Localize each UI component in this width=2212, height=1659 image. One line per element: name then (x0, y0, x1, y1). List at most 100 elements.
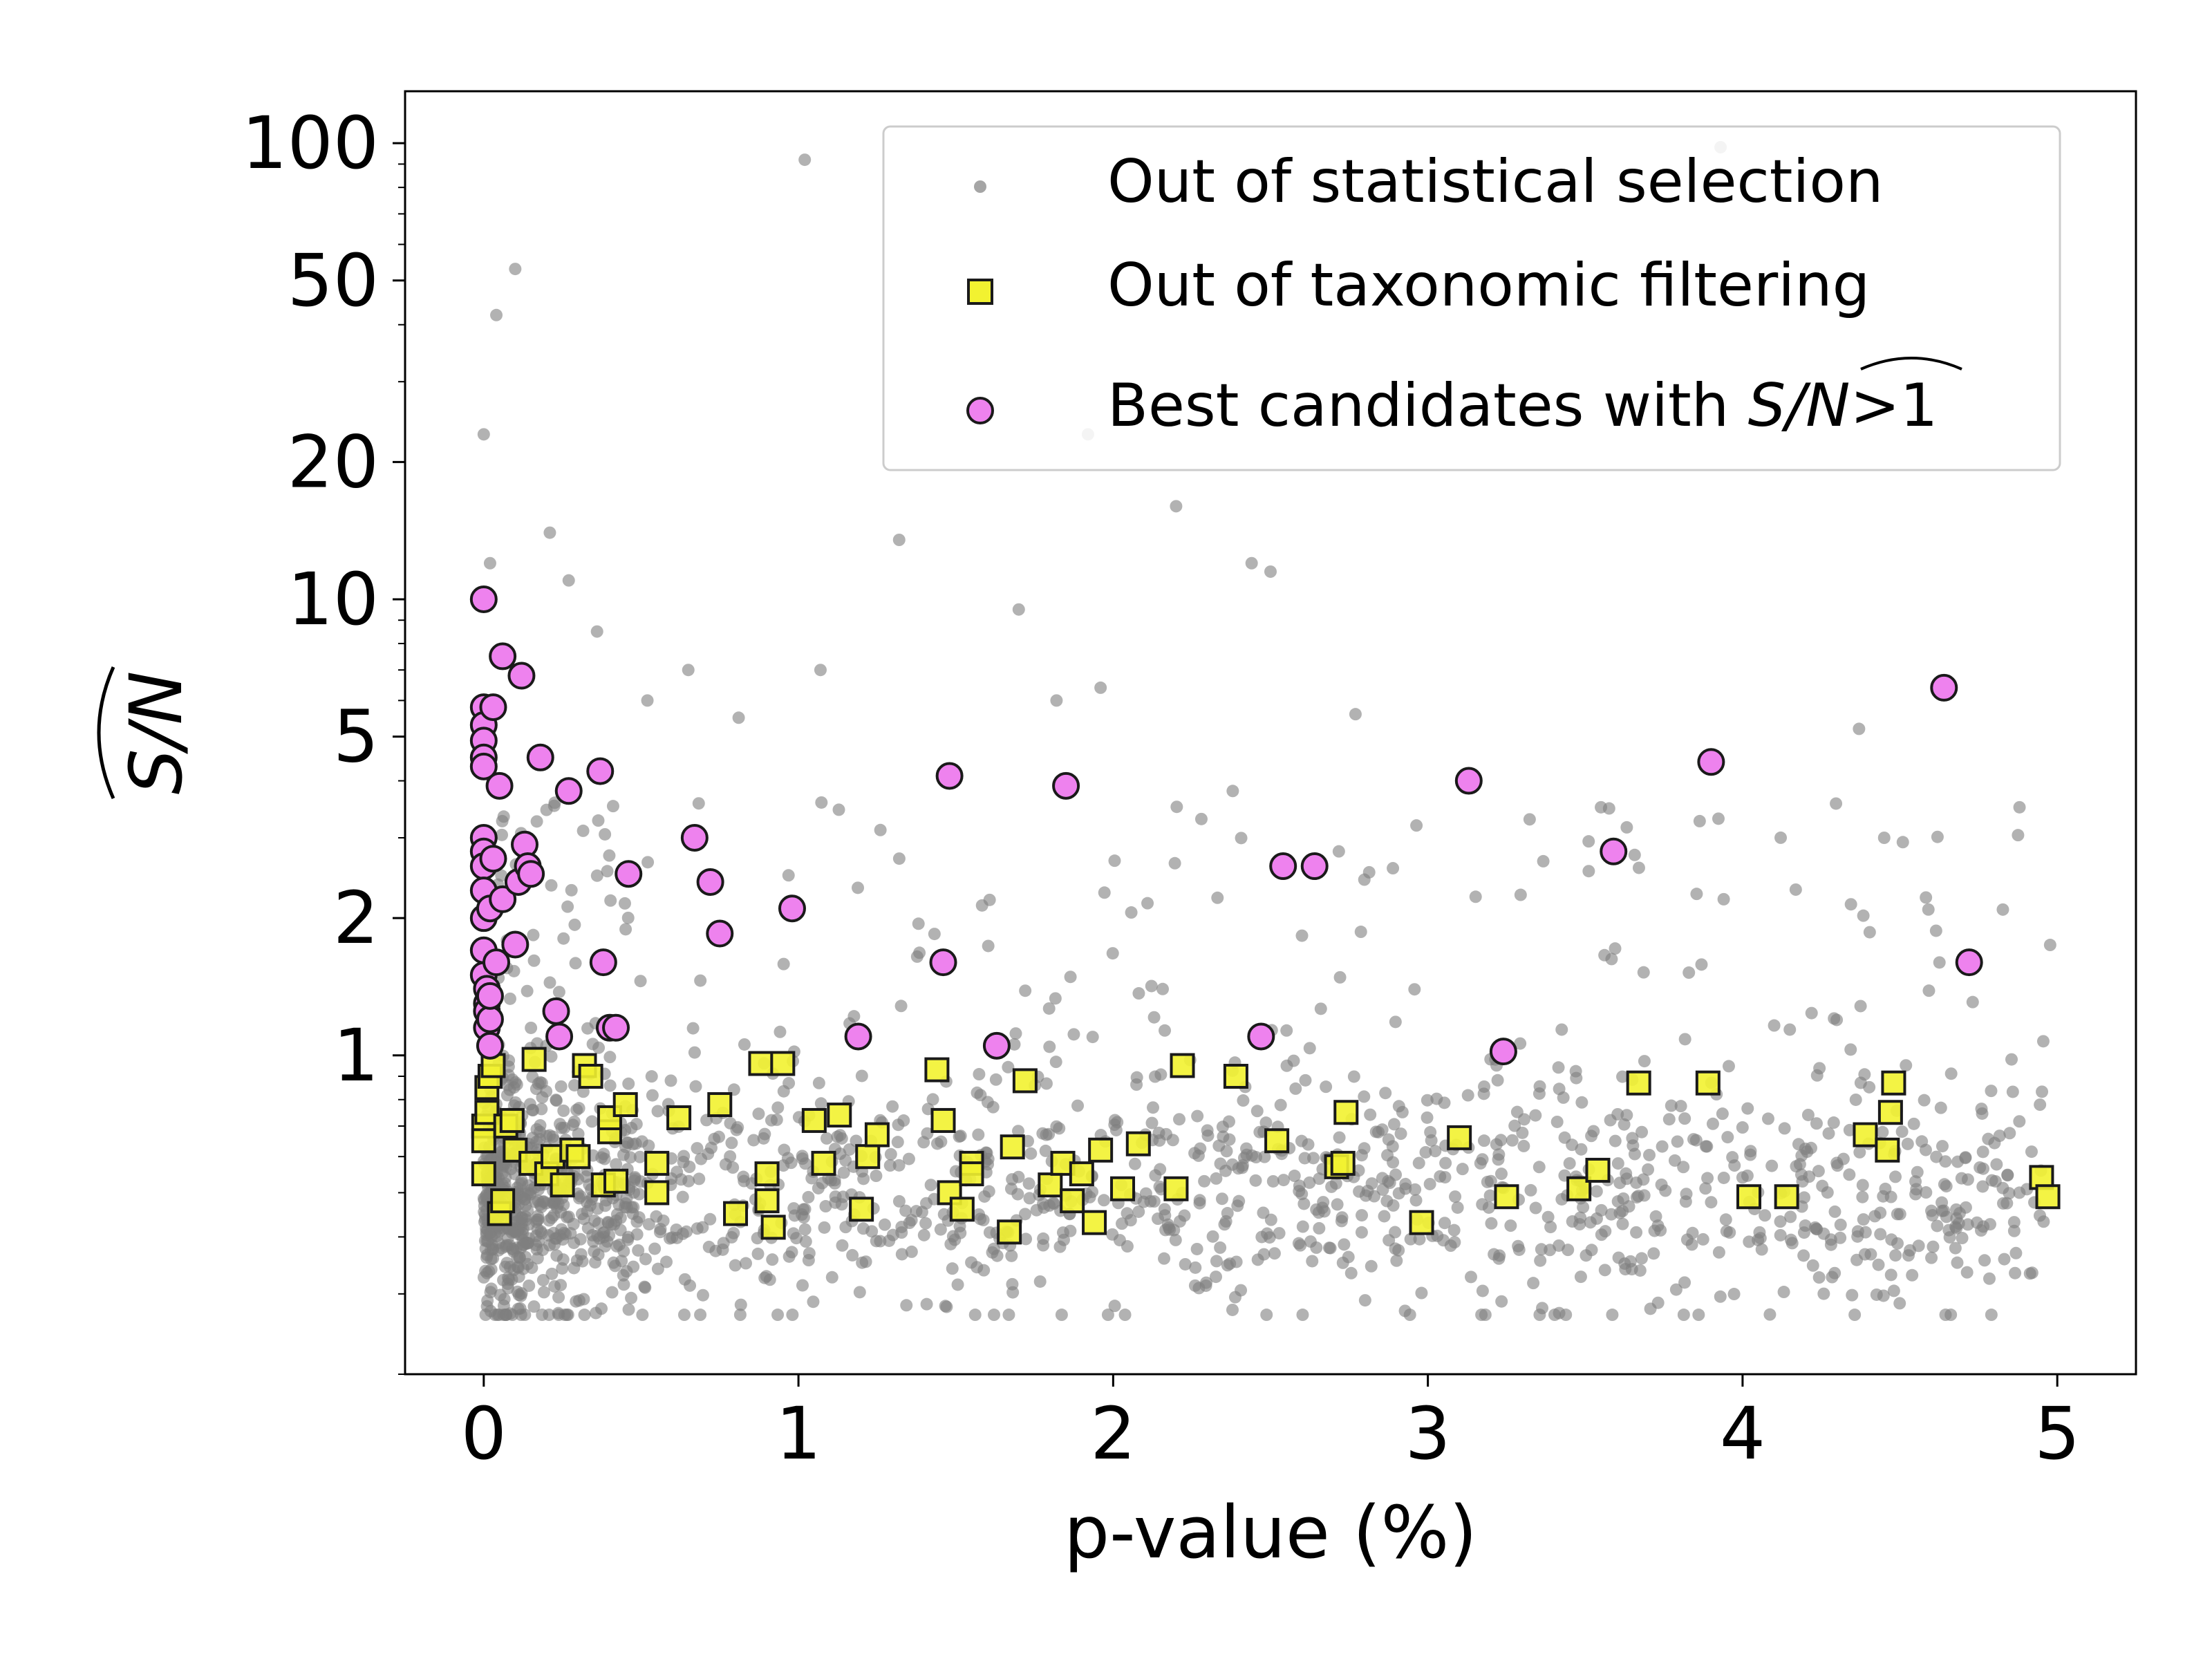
gray-point-1198 (527, 1300, 541, 1313)
gray-point-688 (1705, 1196, 1718, 1209)
legend-sn-hat (1860, 357, 1962, 371)
gray-point-1384 (1569, 1065, 1582, 1078)
gray-point-388 (1296, 1309, 1309, 1322)
gray-point-1707 (599, 1239, 612, 1253)
gray-point-1664 (825, 1174, 838, 1187)
gray-point-1549 (548, 1238, 561, 1251)
gray-point-1779 (1516, 1126, 1529, 1139)
gray-point-1739 (1552, 1061, 1565, 1074)
gray-point-1306 (2007, 1216, 2021, 1229)
yellow-point-60 (1170, 1053, 1195, 1078)
gray-point-1521 (1714, 1290, 1727, 1303)
yellow-point-50 (1012, 1068, 1038, 1094)
gray-point-1510 (1846, 1288, 1859, 1302)
gray-point-617 (818, 1221, 831, 1234)
gray-point-228 (1408, 983, 1421, 996)
gray-point-1733 (688, 1046, 701, 1059)
magenta-point-44 (706, 919, 734, 948)
gray-point-1507 (1609, 1134, 1622, 1147)
gray-point-824 (751, 1247, 765, 1260)
gray-point-1196 (497, 810, 510, 823)
gray-point-502 (1736, 1171, 1749, 1184)
gray-point-1003 (1168, 856, 1181, 870)
gray-point-767 (1299, 1074, 1312, 1087)
gray-point-906 (693, 1172, 706, 1185)
gray-point-1407 (1423, 1177, 1436, 1190)
gray-point-1641 (1159, 1024, 1172, 1037)
gray-point-1154 (599, 827, 612, 841)
gray-point-1777 (951, 1278, 964, 1291)
gray-point-215 (989, 1073, 1002, 1086)
gray-point-1805 (1170, 500, 1183, 513)
yellow-point-71 (1626, 1070, 1651, 1096)
yellow-point-43 (930, 1107, 956, 1133)
gray-point-1138 (787, 1227, 800, 1240)
gray-point-1520 (1611, 1157, 1624, 1170)
gray-point-1398 (1033, 1275, 1047, 1288)
gray-point-1776 (892, 1194, 906, 1208)
gray-point-1585 (592, 1217, 605, 1230)
gray-point-1526 (617, 1278, 630, 1291)
yellow-point-8 (490, 1188, 516, 1214)
gray-point-1 (1043, 1040, 1056, 1053)
gray-point-1133 (2009, 1266, 2022, 1280)
gray-point-795 (1975, 1103, 1988, 1116)
gray-point-1814 (590, 625, 603, 638)
gray-point-1392 (891, 1136, 904, 1149)
gray-point-1486 (2025, 1145, 2038, 1159)
gray-point-1273 (1931, 1219, 1944, 1232)
magenta-point-22 (479, 693, 507, 722)
gray-point-1668 (1630, 1191, 1643, 1204)
magenta-point-19 (476, 982, 504, 1010)
gray-point-1303 (1298, 1152, 1311, 1165)
gray-point-116 (1933, 956, 1946, 969)
gray-point-787 (1922, 984, 1936, 997)
yellow-point-16 (550, 1172, 575, 1198)
gray-point-665 (1685, 1238, 1698, 1251)
yellow-point-66 (1409, 1210, 1434, 1235)
gray-point-722 (1810, 1117, 1823, 1130)
gray-point-946 (786, 1309, 799, 1322)
x-axis-label: p-value (%) (1064, 1490, 1477, 1575)
gray-point-1442 (577, 1293, 590, 1306)
gray-point-481 (836, 1239, 849, 1252)
gray-point-1027 (1976, 1180, 1989, 1193)
gray-point-488 (545, 1050, 558, 1063)
gray-point-1728 (506, 1223, 519, 1236)
gray-point-1506 (1365, 1259, 1378, 1273)
gray-point-219 (1844, 898, 1857, 911)
gray-point-908 (1002, 1060, 1015, 1074)
gray-point-957 (1741, 1102, 1754, 1115)
gray-point-427 (633, 1150, 646, 1163)
yellow-point-51 (1038, 1172, 1063, 1198)
gray-point-1624 (632, 1188, 646, 1201)
gray-point-1062 (1599, 1225, 1612, 1238)
yellow-point-48 (997, 1219, 1022, 1245)
gray-point-1336 (625, 1121, 638, 1134)
yellow-point-77 (1877, 1100, 1903, 1125)
gray-point-1643 (1364, 1108, 1377, 1121)
gray-point-909 (1147, 1195, 1161, 1208)
gray-point-1322 (1404, 1232, 1417, 1246)
gray-point-868 (1338, 1238, 1351, 1251)
magenta-point-36 (554, 777, 583, 805)
gray-point-1238 (1755, 1243, 1768, 1256)
gray-point-1556 (1584, 1216, 1597, 1229)
magenta-point-27 (501, 930, 529, 959)
gray-point-1391 (581, 1221, 594, 1235)
gray-point-1748 (1925, 1251, 1938, 1264)
gray-point-1622 (2012, 829, 2025, 842)
gray-point-940 (1922, 903, 1935, 916)
gray-point-1802 (509, 263, 522, 276)
gray-point-1181 (1333, 1131, 1346, 1144)
gray-point-1551 (1152, 1212, 1165, 1226)
gray-point-1812 (562, 574, 575, 587)
gray-point-669 (1975, 1224, 1988, 1237)
gray-point-280 (1492, 1153, 1505, 1166)
gray-point-1803 (490, 308, 503, 321)
magenta-point-35 (545, 1022, 574, 1051)
gray-point-756 (819, 1200, 832, 1213)
gray-point-610 (1956, 1231, 1969, 1244)
gray-point-997 (1352, 1164, 1365, 1177)
magenta-point-45 (778, 894, 806, 923)
